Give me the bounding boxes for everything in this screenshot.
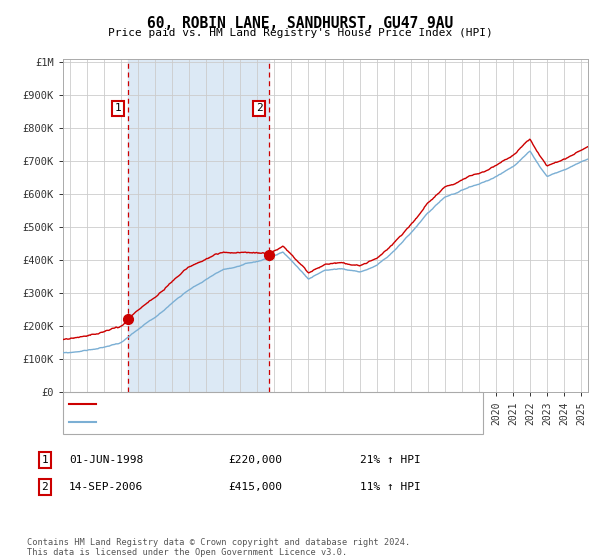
Text: Contains HM Land Registry data © Crown copyright and database right 2024.
This d: Contains HM Land Registry data © Crown c… (27, 538, 410, 557)
Text: 11% ↑ HPI: 11% ↑ HPI (360, 482, 421, 492)
Text: £415,000: £415,000 (228, 482, 282, 492)
Text: £220,000: £220,000 (228, 455, 282, 465)
Text: 1: 1 (115, 103, 121, 113)
Bar (128, 59, 269, 392)
Text: 60, ROBIN LANE, SANDHURST, GU47 9AU (detached house): 60, ROBIN LANE, SANDHURST, GU47 9AU (det… (102, 399, 407, 409)
Text: 2: 2 (256, 103, 263, 113)
Text: 21% ↑ HPI: 21% ↑ HPI (360, 455, 421, 465)
Text: 01-JUN-1998: 01-JUN-1998 (69, 455, 143, 465)
Text: 14-SEP-2006: 14-SEP-2006 (69, 482, 143, 492)
Text: 1: 1 (41, 455, 49, 465)
Text: HPI: Average price, detached house, Bracknell Forest: HPI: Average price, detached house, Brac… (102, 417, 407, 427)
Text: 2: 2 (41, 482, 49, 492)
Text: 60, ROBIN LANE, SANDHURST, GU47 9AU: 60, ROBIN LANE, SANDHURST, GU47 9AU (147, 16, 453, 31)
Text: Price paid vs. HM Land Registry's House Price Index (HPI): Price paid vs. HM Land Registry's House … (107, 28, 493, 38)
